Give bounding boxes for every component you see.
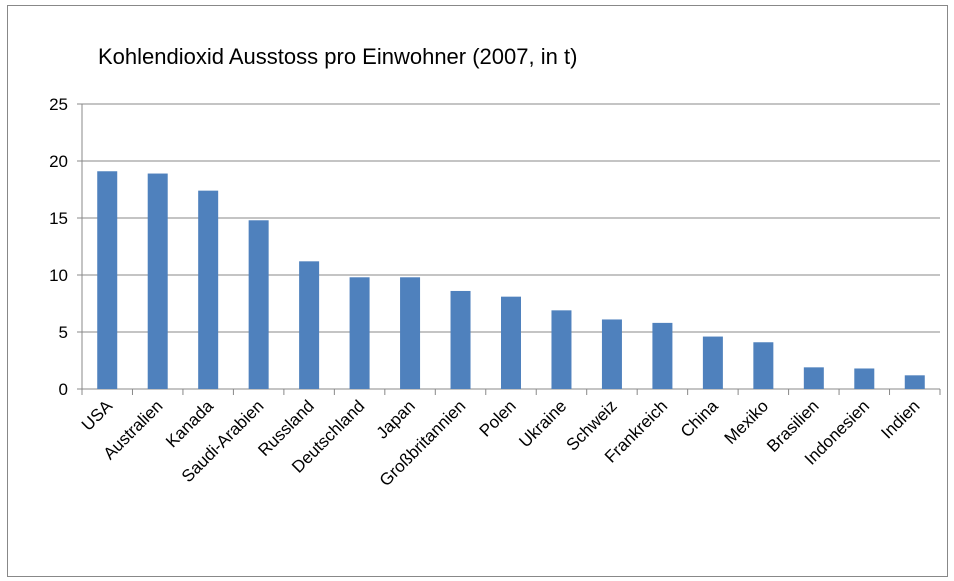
bar (450, 290, 471, 389)
bar (551, 310, 572, 389)
bar (400, 277, 421, 389)
bar (349, 277, 370, 389)
bar (803, 367, 824, 389)
bar (147, 173, 168, 389)
y-tick-label: 10 (49, 266, 68, 285)
bar (248, 220, 269, 389)
bar (501, 296, 521, 389)
y-tick-label: 25 (49, 95, 68, 114)
chart-title: Kohlendioxid Ausstoss pro Einwohner (200… (98, 44, 577, 69)
bar (601, 319, 622, 389)
bar (652, 322, 673, 389)
bar (97, 171, 118, 389)
bar (702, 336, 723, 389)
bar (299, 261, 320, 389)
y-tick-label: 0 (59, 380, 68, 399)
bar (854, 368, 875, 389)
bar (198, 190, 219, 389)
y-tick-label: 15 (49, 209, 68, 228)
y-tick-label: 20 (49, 152, 68, 171)
y-tick-label: 5 (59, 323, 68, 342)
bar (904, 375, 925, 389)
bar (753, 342, 774, 389)
